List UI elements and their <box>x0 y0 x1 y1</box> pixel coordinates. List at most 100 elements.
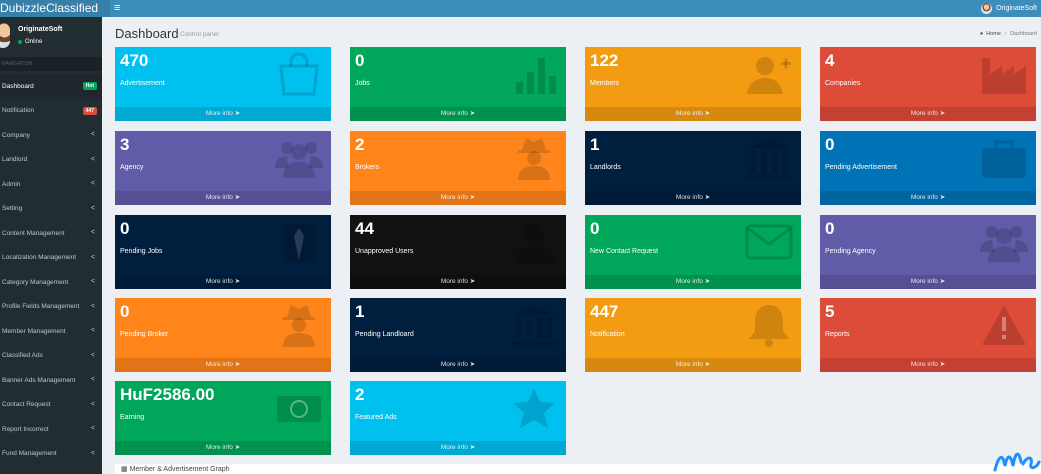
more-info-label: More info <box>205 444 233 451</box>
sidebar-item-contact-request[interactable]: Contact Request < <box>0 393 102 418</box>
stat-box-pending-agency: 0 Pending Agency More info ➤ <box>820 215 1036 289</box>
stat-box-agency: 3 Agency More info ➤ <box>115 131 331 205</box>
top-navbar: DubizzleClassified ≡ OriginateSoft <box>0 0 1041 17</box>
more-info-label: More info <box>675 278 703 285</box>
page-title: Dashboard <box>115 26 179 41</box>
more-info-link[interactable]: More info ➤ <box>585 275 801 289</box>
stat-label: Earning <box>120 414 145 421</box>
user-secret-icon <box>275 303 323 347</box>
stat-label: Pending Agency <box>825 248 876 255</box>
more-info-link[interactable]: More info ➤ <box>115 275 331 289</box>
stat-value: 0 <box>120 219 130 238</box>
more-info-link[interactable]: More info ➤ <box>820 191 1036 205</box>
breadcrumb-home[interactable]: Home <box>986 31 1001 37</box>
sidebar-menu: Dashboard Hot Notification 447 Company < Landl… <box>0 74 102 466</box>
stat-box-pending-broker: 0 Pending Broker More info ➤ <box>115 298 331 372</box>
stat-box-new-contact-request: 0 New Contact Request More info ➤ <box>585 215 801 289</box>
brand-logo[interactable]: DubizzleClassified <box>0 0 110 17</box>
stat-label: Advertisement <box>120 80 165 87</box>
arrow-circle-right-icon: ➤ <box>469 444 476 451</box>
more-info-link[interactable]: More info ➤ <box>350 275 566 289</box>
arrow-circle-right-icon: ➤ <box>704 278 711 285</box>
nav-header: NAVIGATION <box>0 57 102 71</box>
more-info-link[interactable]: More info ➤ <box>115 441 331 455</box>
user-panel: OriginateSoft Online <box>0 17 102 57</box>
sidebar-item-notification[interactable]: Notification 447 <box>0 99 102 124</box>
sidebar-item-label: Admin <box>2 180 21 188</box>
arrow-circle-right-icon: ➤ <box>939 110 946 117</box>
stat-value: 0 <box>590 219 600 238</box>
online-dot-icon <box>18 40 22 44</box>
sidebar-item-profile-fields-management[interactable]: Profile Fields Management < <box>0 295 102 320</box>
arrow-circle-right-icon: ➤ <box>234 444 241 451</box>
page-subtitle: Control panel <box>180 31 219 38</box>
more-info-link[interactable]: More info ➤ <box>585 191 801 205</box>
chevron-left-icon: < <box>90 229 95 236</box>
sidebar-item-setting[interactable]: Setting < <box>0 197 102 222</box>
sidebar-item-classified-ads[interactable]: Classified Ads < <box>0 344 102 369</box>
more-info-link[interactable]: More info ➤ <box>585 107 801 121</box>
more-info-link[interactable]: More info ➤ <box>115 107 331 121</box>
sidebar-item-label: Category Management <box>2 278 69 286</box>
status-badge: 447 <box>82 106 97 115</box>
users-icon <box>980 220 1028 264</box>
more-info-link[interactable]: More info ➤ <box>115 191 331 205</box>
stat-box-featured-ads: 2 Featured Ads More info ➤ <box>350 381 566 455</box>
sidebar-item-member-management[interactable]: Member Management < <box>0 319 102 344</box>
more-info-link[interactable]: More info ➤ <box>350 107 566 121</box>
arrow-circle-right-icon: ➤ <box>939 278 946 285</box>
sidebar-item-banner-ads-management[interactable]: Banner Ads Management < <box>0 368 102 393</box>
more-info-label: More info <box>440 361 468 368</box>
stat-box-members: 122 Members More info ➤ <box>585 47 801 121</box>
bank-icon <box>510 303 558 347</box>
sidebar-item-landlord[interactable]: Landlord < <box>0 148 102 173</box>
user-icon <box>510 220 558 264</box>
more-info-label: More info <box>910 361 938 368</box>
sidebar-item-label: Landlord <box>2 156 28 164</box>
sidebar-item-report-incorrect[interactable]: Report Incorrect < <box>0 417 102 442</box>
sidebar-item-localization-management[interactable]: Localization Management < <box>0 246 102 271</box>
sidebar-item-content-management[interactable]: Content Management < <box>0 221 102 246</box>
sidebar-item-fund-management[interactable]: Fund Management < <box>0 442 102 467</box>
stat-value: 44 <box>355 219 374 238</box>
sidebar-item-admin[interactable]: Admin < <box>0 172 102 197</box>
chevron-left-icon: < <box>90 253 95 261</box>
menu-toggle-button[interactable]: ≡ <box>114 0 128 17</box>
sidebar-item-label: Fund Management <box>2 450 57 458</box>
more-info-link[interactable]: More info ➤ <box>820 107 1036 121</box>
more-info-link[interactable]: More info ➤ <box>115 358 331 372</box>
sidebar-item-label: Notification <box>2 107 35 115</box>
user-menu[interactable]: OriginateSoft <box>981 0 1037 17</box>
breadcrumb: ● Home > Dashboard <box>980 31 1037 37</box>
sidebar-item-label: Setting <box>2 205 23 213</box>
arrow-circle-right-icon: ➤ <box>939 194 946 201</box>
stat-box-pending-landloard: 1 Pending Landloard More info ➤ <box>350 298 566 372</box>
chevron-left-icon: < <box>90 327 95 334</box>
warning-icon <box>980 303 1028 347</box>
stat-label: New Contact Request <box>590 248 659 255</box>
more-info-label: More info <box>440 278 468 285</box>
arrow-circle-right-icon: ➤ <box>704 194 711 201</box>
stat-box-pending-jobs: 0 Pending Jobs More info ➤ <box>115 215 331 289</box>
stat-label: Reports <box>825 331 850 338</box>
stat-box-advertisement: 470 Advertisement More info ➤ <box>115 47 331 121</box>
more-info-link[interactable]: More info ➤ <box>820 275 1036 289</box>
sidebar-item-category-management[interactable]: Category Management < <box>0 270 102 295</box>
sidebar-item-label: Company <box>2 131 30 139</box>
more-info-link[interactable]: More info ➤ <box>820 358 1036 372</box>
more-info-link[interactable]: More info ➤ <box>350 358 566 372</box>
sidebar-item-dashboard[interactable]: Dashboard Hot <box>0 74 102 99</box>
sidebar-item-company[interactable]: Company < <box>0 123 102 148</box>
more-info-link[interactable]: More info ➤ <box>350 441 566 455</box>
stat-value: HuF2586.00 <box>120 385 215 404</box>
more-info-label: More info <box>910 194 938 201</box>
chevron-left-icon: < <box>90 400 95 408</box>
more-info-link[interactable]: More info ➤ <box>585 358 801 372</box>
sidebar-user-name: OriginateSoft <box>18 26 63 33</box>
stat-box-landlords: 1 Landlords More info ➤ <box>585 131 801 205</box>
stat-box-unapproved-users: 44 Unapproved Users More info ➤ <box>350 215 566 289</box>
arrow-circle-right-icon: ➤ <box>469 361 476 368</box>
arrow-circle-right-icon: ➤ <box>234 110 241 117</box>
more-info-link[interactable]: More info ➤ <box>350 191 566 205</box>
stat-box-pending-advertisement: 0 Pending Advertisement More info ➤ <box>820 131 1036 205</box>
